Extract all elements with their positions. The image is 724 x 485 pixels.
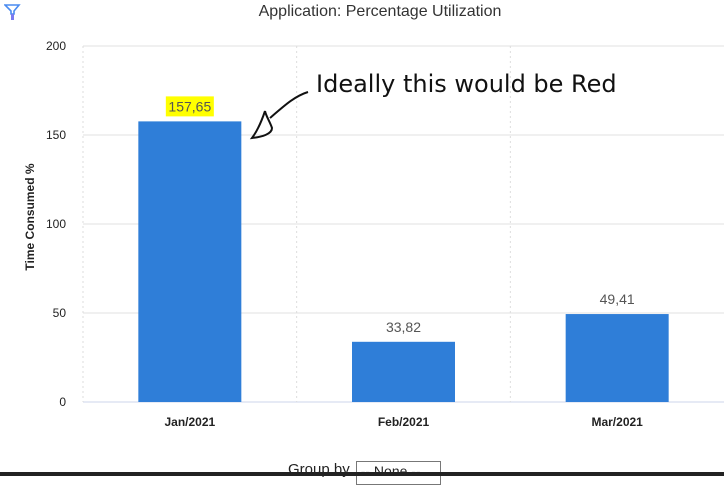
filter-icon[interactable] [3,4,22,29]
bar [138,121,242,403]
data-label: 49,41 [600,291,635,307]
x-tick-label: Jan/2021 [164,415,215,429]
y-tick-label: 150 [46,128,66,142]
label-highlight [165,96,214,117]
y-tick-label: 200 [46,39,66,53]
group-by-value: -- None -- [360,463,421,479]
divider [0,472,724,476]
y-tick-label: 50 [53,306,67,320]
data-label: 33,82 [386,319,421,335]
bar [565,314,669,402]
data-label: 157,65 [168,98,211,114]
x-tick-label: Mar/2021 [591,415,643,429]
bar [352,341,455,402]
annotation-text: Ideally this would be Red [316,70,617,98]
chart-title: Application: Percentage Utilization [258,3,502,20]
y-tick-label: 100 [46,217,66,231]
x-tick-label: Feb/2021 [378,415,430,429]
y-tick-label: 0 [59,395,66,409]
